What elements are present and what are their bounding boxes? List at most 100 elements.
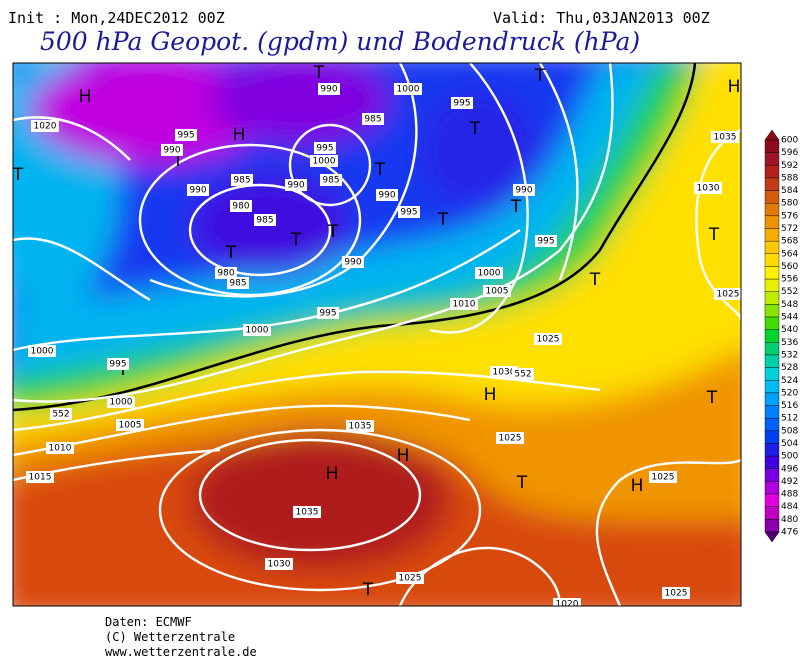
isobar-label-box <box>711 131 739 143</box>
colorbar-swatch <box>764 253 780 267</box>
isobar-label: 990 <box>320 85 337 95</box>
colorbar-label: 476 <box>781 528 798 538</box>
pressure-center: T <box>362 580 374 600</box>
colorbar-label: 512 <box>781 414 798 424</box>
colorbar-swatch <box>764 392 780 406</box>
isobar-label-box <box>362 113 384 125</box>
colorbar-label: 588 <box>781 173 798 183</box>
isobar-label: 1025 <box>665 589 688 599</box>
isobar-label: 1005 <box>119 421 142 431</box>
colorbar-swatch <box>764 165 780 179</box>
pressure-center: H <box>79 87 92 107</box>
pressure-center: H <box>631 476 644 496</box>
pressure-center: T <box>437 210 449 230</box>
isobar-label: 985 <box>364 115 381 125</box>
isobar-label: 990 <box>515 186 532 196</box>
isobar-label: 1000 <box>246 326 269 336</box>
isobar-label: 552 <box>514 370 531 380</box>
colorbar-swatch <box>764 367 780 381</box>
colorbar-label: 548 <box>781 300 798 310</box>
colorbar-label: 516 <box>781 401 798 411</box>
isobar-label-box <box>451 97 473 109</box>
isobar-label: 1035 <box>349 422 372 432</box>
pressure-center: T <box>225 243 237 263</box>
isobar-label-box <box>310 155 338 167</box>
isobar-label: 1030 <box>493 368 516 378</box>
isobar-label-box <box>28 345 56 357</box>
isobar-label-box <box>215 267 237 279</box>
colorbar-label: 500 <box>781 452 798 462</box>
colorbar-label: 492 <box>781 477 798 487</box>
isobar-label: 1010 <box>453 300 476 310</box>
colorbar-label: 584 <box>781 186 798 196</box>
colorbar-label: 576 <box>781 211 798 221</box>
isobar-label-box <box>254 214 276 226</box>
colorbar-swatch <box>764 228 780 242</box>
colorbar-swatch <box>764 291 780 305</box>
colorbar-swatch <box>764 405 780 419</box>
isobar-label-box <box>243 324 271 336</box>
isobar-label-box <box>161 144 183 156</box>
colorbar-label: 504 <box>781 439 798 449</box>
pressure-center: H <box>728 77 741 97</box>
isobar-label-box <box>31 120 59 132</box>
isobar-label: 1020 <box>34 122 57 132</box>
colorbar-label: 544 <box>781 313 798 323</box>
isobar-label: 1025 <box>499 434 522 444</box>
colorbar-label: 572 <box>781 224 798 234</box>
isobar-label: 995 <box>319 309 336 319</box>
isobar-label: 1000 <box>31 347 54 357</box>
pressure-center: T <box>534 66 546 86</box>
isobar-label: 1010 <box>49 444 72 454</box>
colorbar-label: 508 <box>781 426 798 436</box>
colorbar-label: 488 <box>781 490 798 500</box>
colorbar-label: 540 <box>781 325 798 335</box>
colorbar-swatch <box>764 278 780 292</box>
colorbar-label: 596 <box>781 148 798 158</box>
colorbar-swatch <box>764 455 780 469</box>
isobar-label-box <box>475 267 503 279</box>
isobar-label: 985 <box>256 216 273 226</box>
isobar-label-box <box>230 200 252 212</box>
map-frame <box>12 62 742 607</box>
isobar-label-box <box>285 179 307 191</box>
isobar-label: 1025 <box>399 574 422 584</box>
pressure-center: T <box>313 63 325 83</box>
isobar-label: 995 <box>537 237 554 247</box>
colorbar-end <box>764 129 780 141</box>
footer-line: www.wetterzentrale.de <box>105 645 257 659</box>
colorbar-swatch <box>764 203 780 217</box>
isobar-label: 995 <box>400 208 417 218</box>
colorbar-swatch <box>764 240 780 255</box>
isobar-label: 985 <box>322 176 339 186</box>
colorbar-label: 580 <box>781 199 798 209</box>
isobar-label-box <box>534 333 562 345</box>
isobar-label-box <box>483 285 511 297</box>
contour-552 <box>13 63 697 412</box>
isobar-label-box <box>490 366 518 378</box>
isobar-label: 1000 <box>478 269 501 279</box>
colorbar-label: 528 <box>781 363 798 373</box>
isobar-label: 1030 <box>268 560 291 570</box>
isobar-label: 990 <box>378 191 395 201</box>
pressure-center: T <box>708 225 720 245</box>
isobar-label-box <box>187 184 209 196</box>
colorbar-swatch <box>764 354 780 368</box>
isobar-label-box <box>376 189 398 201</box>
colorbar-swatch <box>764 139 780 153</box>
colorbar-swatch <box>764 342 780 356</box>
colorbar-swatch <box>764 329 780 343</box>
pressure-center: T <box>374 160 386 180</box>
map-title: 500 hPa Geopot. (gpdm) und Bodendruck (h… <box>40 27 640 56</box>
pressure-center: H <box>233 125 246 145</box>
footer-line: Daten: ECMWF <box>105 615 192 629</box>
isobar-label-box <box>293 506 321 518</box>
colorbar-label: 536 <box>781 338 798 348</box>
colorbar-label: 524 <box>781 376 798 386</box>
pressure-center: T <box>516 473 528 493</box>
geopotential-field <box>13 63 741 606</box>
isobar-label: 1030 <box>697 184 720 194</box>
colorbar-label: 556 <box>781 275 798 285</box>
colorbar-swatch <box>764 519 780 533</box>
